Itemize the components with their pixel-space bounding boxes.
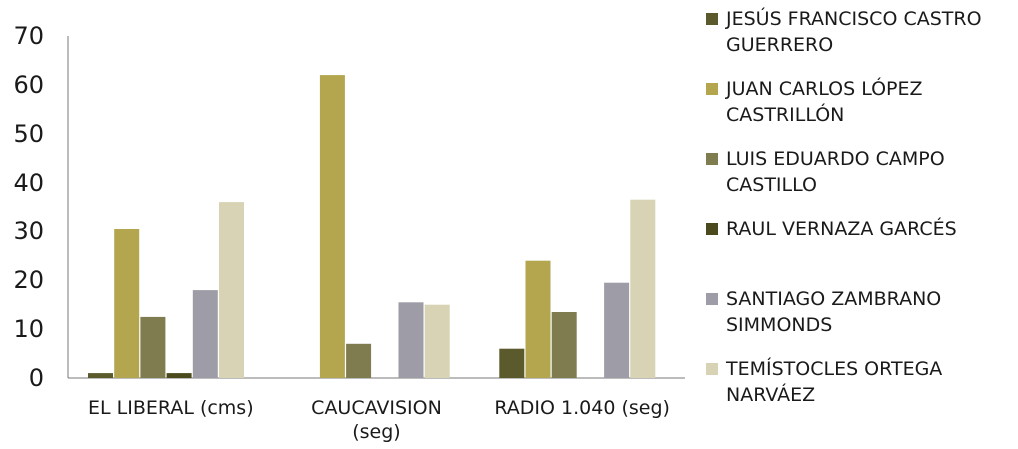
legend-label: RAUL VERNAZA GARCÉS (726, 218, 957, 240)
bar (499, 348, 525, 378)
y-tick-label: 0 (28, 364, 44, 392)
legend-swatch (706, 13, 718, 25)
bar (630, 199, 656, 378)
legend-swatch (706, 153, 718, 165)
legend-label: TEMÍSTOCLES ORTEGA NARVÁEZ (726, 358, 943, 406)
bar (424, 304, 450, 378)
bar (166, 373, 192, 378)
bar (551, 312, 577, 378)
legend-label: JESÚS FRANCISCO CASTRO GUERRERO (726, 8, 982, 56)
y-tick-label: 50 (13, 119, 44, 148)
bar (398, 302, 424, 378)
y-tick-label: 20 (13, 266, 44, 295)
legend-label: LUIS EDUARDO CAMPO CASTILLO (726, 148, 945, 196)
x-tick-label: RADIO 1.040 (seg) (494, 397, 670, 419)
bar (319, 75, 345, 378)
bar (604, 282, 630, 378)
legend-swatch (706, 223, 718, 235)
y-tick-label: 40 (13, 168, 44, 197)
bar (88, 373, 113, 378)
y-tick-label: 30 (13, 217, 44, 246)
legend-swatch (706, 293, 718, 305)
legend-label: JUAN CARLOS LÓPEZ CASTRILLÓN (726, 78, 923, 126)
bar (346, 343, 372, 378)
y-tick-label: 70 (13, 22, 44, 50)
bar (525, 260, 551, 378)
legend-label: SANTIAGO ZAMBRANO SIMMONDS (726, 288, 942, 336)
legend-swatch (706, 363, 718, 375)
x-tick-label: EL LIBERAL (cms) (88, 397, 254, 419)
y-tick-label: 10 (13, 315, 44, 344)
y-tick-label: 60 (13, 70, 44, 99)
bar (219, 202, 244, 378)
x-tick-label: CAUCAVISION (seg) (311, 397, 442, 443)
bar (140, 316, 166, 378)
bar (114, 229, 140, 378)
bar (192, 290, 218, 378)
legend-swatch (706, 83, 718, 95)
